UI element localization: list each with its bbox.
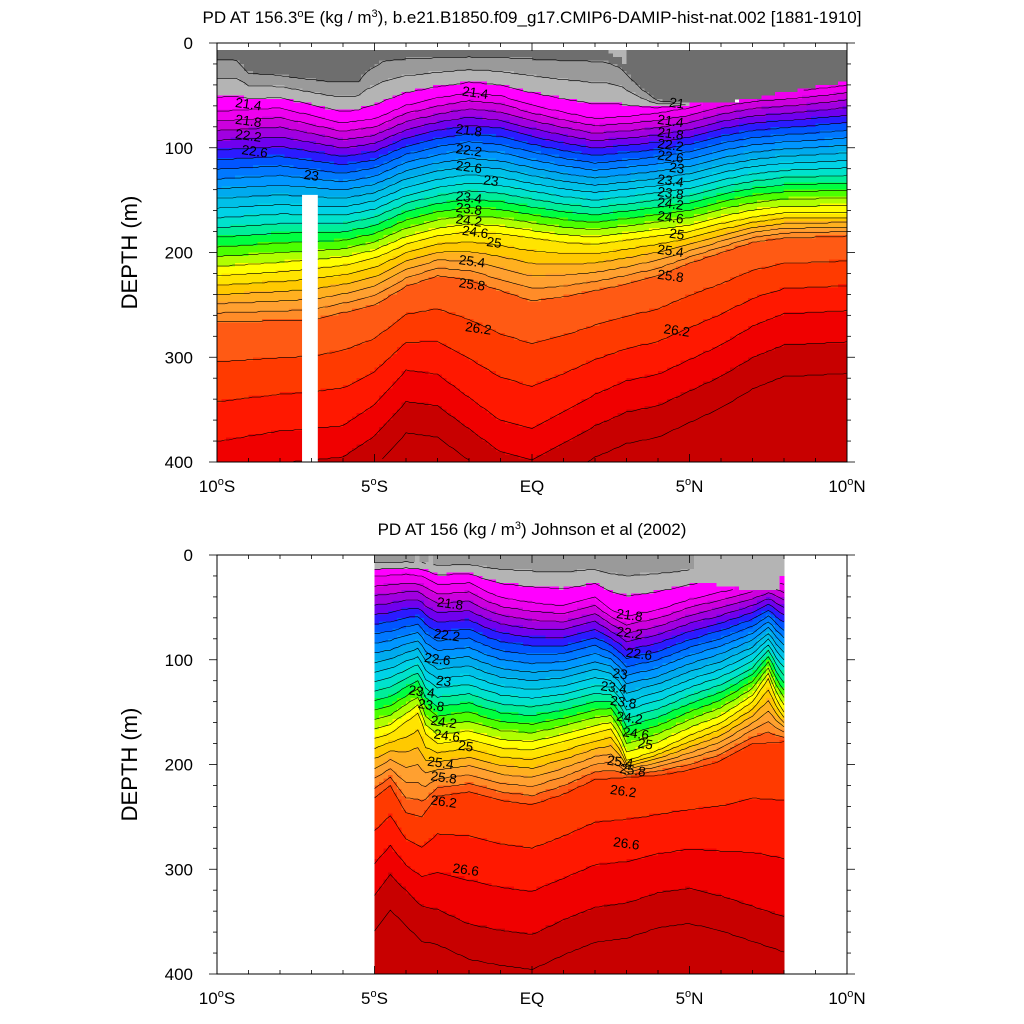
contour-label: 21.8 — [455, 121, 483, 140]
contour-label: 25.4 — [427, 754, 456, 773]
x-tick-label: 10oN — [828, 988, 865, 1008]
contour-label: 22.2 — [616, 624, 644, 643]
observation-panel: 0 100 200 300 400 10oS 5oS EQ 5oN 10oN DEPTH (m) PD… — [117, 520, 866, 1008]
contour-label: 25.4 — [656, 242, 685, 261]
model-panel: 0 100 200 300 400 10oS 5oS EQ 5oN 10oN DEPTH (m) PD… — [117, 8, 866, 496]
x-tick-label: EQ — [520, 989, 545, 1008]
chart-title: PD AT 156.3oE (kg / m3), b.e21.B1850.f09… — [203, 8, 862, 27]
contour-label: 25.4 — [606, 753, 635, 772]
x-tick-label: 5oS — [361, 476, 388, 496]
contour-label: 22.6 — [625, 645, 653, 664]
contour-label: 23 — [668, 160, 685, 177]
chart-title: PD AT 156 (kg / m3) Johnson et al (2002) — [378, 520, 687, 539]
y-tick-label: 100 — [165, 651, 193, 670]
x-tick-label: 5oN — [676, 988, 704, 1008]
contour-label: 23.4 — [600, 678, 629, 697]
contour-label: 26.2 — [430, 792, 458, 811]
contour-label: 25.8 — [619, 761, 647, 780]
x-tick-label: 10oN — [828, 476, 865, 496]
contour-label: 21.8 — [656, 124, 684, 143]
x-tick-label: EQ — [520, 477, 545, 496]
contour-label: 23 — [612, 665, 629, 682]
contour-label: 25.4 — [458, 252, 487, 271]
contour-label: 23.4 — [656, 171, 685, 190]
contour-label: 22.2 — [234, 126, 262, 145]
contour-label: 24.2 — [616, 709, 644, 728]
contour-lines — [217, 57, 847, 462]
x-tick-label: 10oS — [199, 988, 235, 1008]
contour-label: 21.4 — [656, 112, 685, 131]
contour-label: 23.4 — [408, 682, 437, 701]
contour-label: 22.6 — [455, 158, 483, 177]
contour-label: 25.8 — [458, 275, 486, 294]
contour-label: 21.4 — [234, 95, 263, 114]
missing-data-column — [302, 194, 318, 462]
contour-label: 23 — [435, 673, 452, 690]
x-tick-label: 5oS — [361, 988, 388, 1008]
contour-label: 26.6 — [452, 860, 480, 879]
contour-label: 25 — [486, 234, 503, 251]
density-field — [217, 49, 847, 462]
y-tick-label: 0 — [184, 546, 193, 565]
contour-label: 25 — [637, 736, 654, 753]
contour-label: 21.8 — [616, 606, 644, 625]
contour-label: 26.2 — [464, 319, 492, 338]
contour-label: 24.6 — [433, 726, 461, 745]
contour-label: 23.4 — [455, 188, 484, 207]
contour-label: 21.4 — [461, 83, 490, 102]
density-field — [374, 555, 785, 974]
contour-label: 24.6 — [622, 724, 650, 743]
y-tick-label: 200 — [165, 756, 193, 775]
y-tick-label: 100 — [165, 139, 193, 158]
contour-label: 23.8 — [656, 184, 684, 203]
contour-label: 24.2 — [656, 195, 684, 214]
contour-lines — [374, 560, 785, 971]
contour-label: 22.6 — [656, 147, 684, 166]
contour-label: 25 — [457, 738, 474, 755]
contour-label: 21 — [668, 95, 685, 112]
y-tick-label: 0 — [184, 34, 193, 53]
y-tick-label: 300 — [165, 860, 193, 879]
contour-label: 24.6 — [656, 208, 684, 227]
contour-label: 21.8 — [436, 594, 464, 613]
contour-label: 23.8 — [609, 693, 637, 712]
contour-label: 24.2 — [455, 211, 483, 230]
y-tick-label: 400 — [165, 965, 193, 984]
y-tick-label: 400 — [165, 453, 193, 472]
x-tick-label: 5oN — [676, 476, 704, 496]
contour-label: 23 — [303, 167, 320, 184]
contour-label: 22.6 — [241, 142, 269, 161]
contour-label: 24.6 — [461, 223, 489, 242]
contour-label: 22.2 — [656, 136, 684, 155]
contour-label: 22.6 — [423, 650, 451, 669]
contour-label: 23.8 — [455, 200, 483, 219]
contour-label: 25.8 — [656, 267, 684, 286]
contour-label: 26.6 — [612, 834, 640, 853]
y-tick-label: 200 — [165, 244, 193, 263]
contour-label: 25 — [668, 226, 685, 243]
contour-label: 21.8 — [234, 112, 262, 131]
y-tick-label: 300 — [165, 348, 193, 367]
contour-label: 24.2 — [430, 713, 458, 732]
contour-label: 22.2 — [455, 141, 483, 160]
contour-label: 23 — [482, 172, 499, 189]
contour-label: 26.2 — [663, 321, 691, 340]
contour-label: 25.8 — [430, 768, 458, 787]
x-tick-label: 10oS — [199, 476, 235, 496]
contour-label: 23.8 — [417, 696, 445, 715]
y-axis-label: DEPTH (m) — [117, 196, 142, 310]
contour-label: 22.2 — [433, 626, 461, 645]
y-axis-label: DEPTH (m) — [117, 708, 142, 822]
contour-label: 26.2 — [609, 782, 637, 801]
